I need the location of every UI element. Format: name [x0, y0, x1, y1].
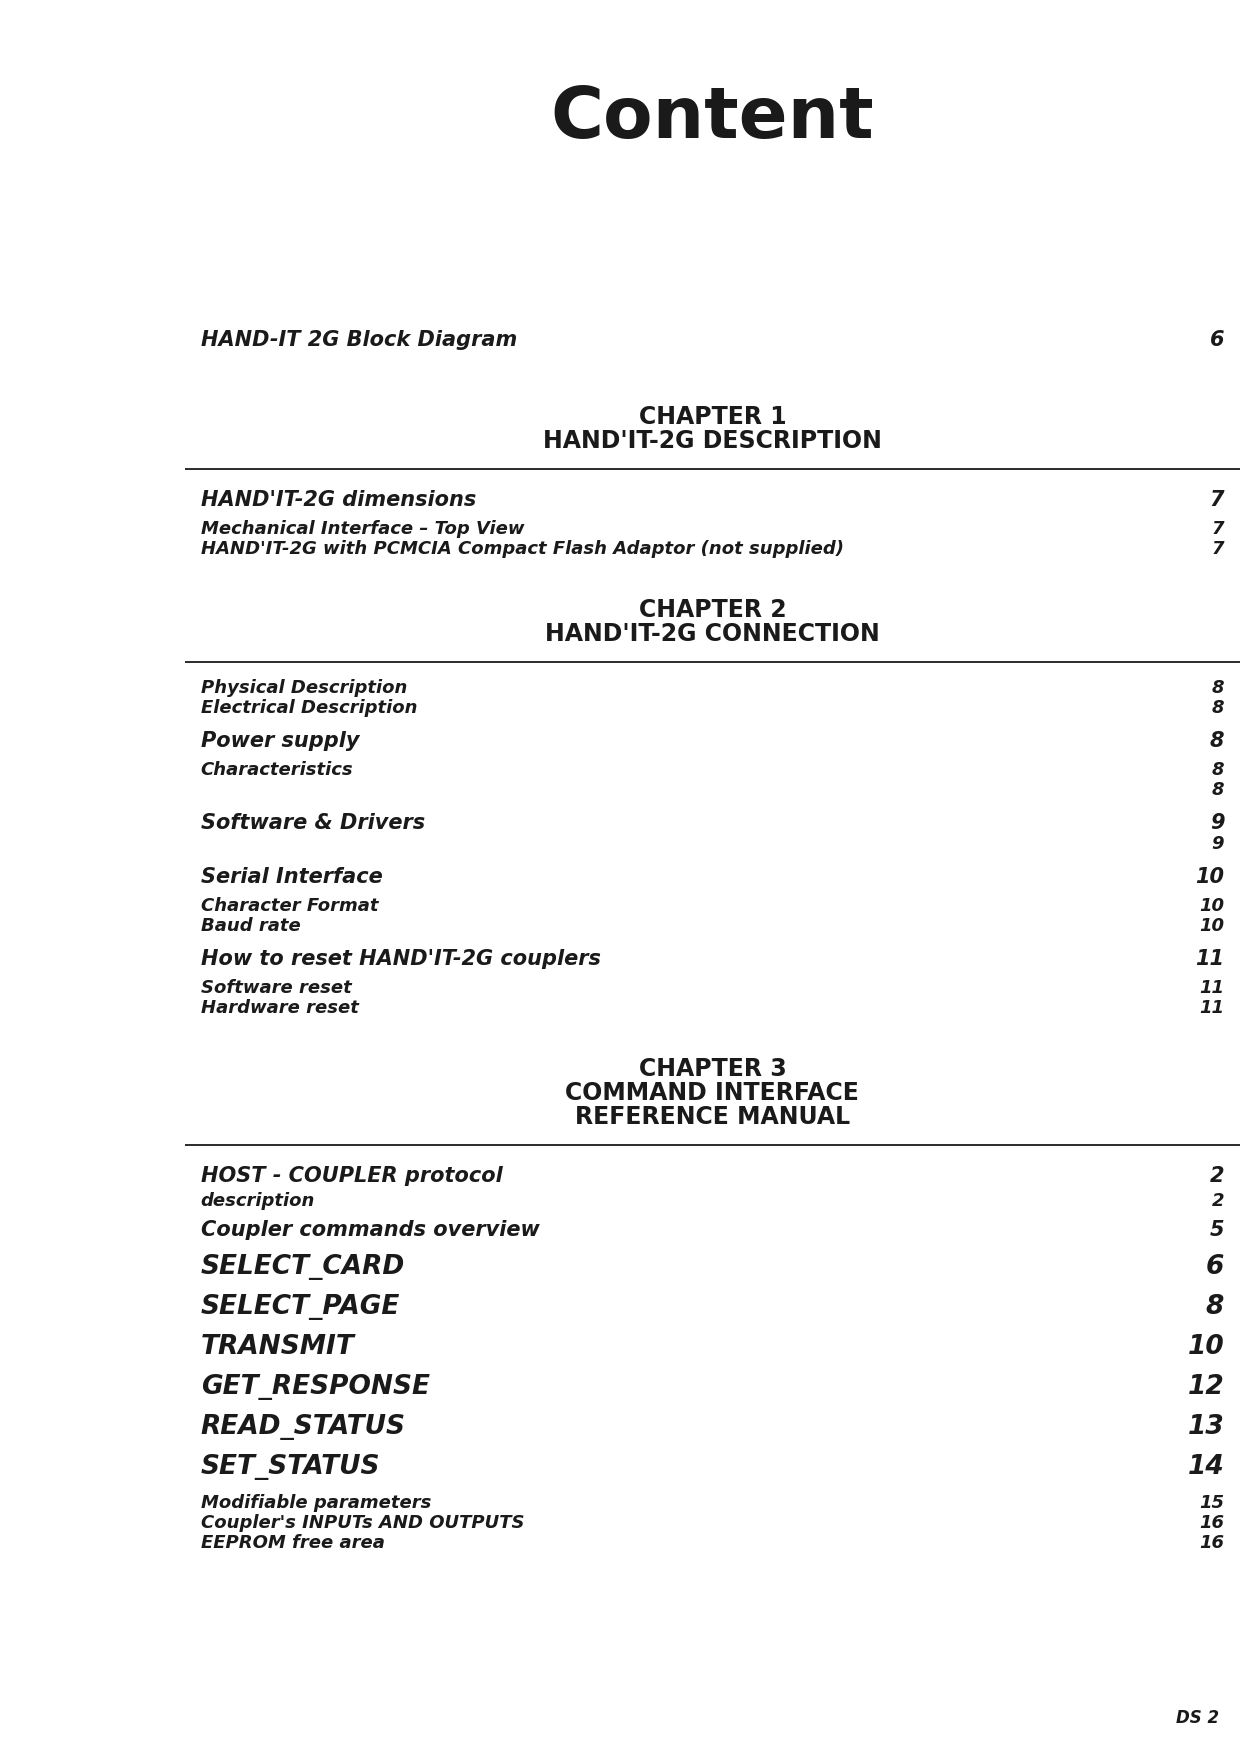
Text: 10: 10: [1199, 918, 1224, 935]
Text: Coupler's INPUTs AND OUTPUTS: Coupler's INPUTs AND OUTPUTS: [201, 1515, 525, 1532]
Text: TRANSMIT: TRANSMIT: [201, 1334, 355, 1360]
Text: COMMAND INTERFACE: COMMAND INTERFACE: [565, 1081, 859, 1106]
Text: 8: 8: [1211, 679, 1224, 697]
Text: description: description: [201, 1192, 315, 1209]
Text: 11: 11: [1199, 979, 1224, 997]
Text: 9: 9: [1210, 813, 1224, 834]
Text: 8: 8: [1211, 781, 1224, 799]
Text: Characteristics: Characteristics: [201, 762, 353, 779]
Text: 10: 10: [1195, 867, 1224, 886]
Text: Software reset: Software reset: [201, 979, 351, 997]
Text: 5: 5: [1210, 1220, 1224, 1241]
Text: Physical Description: Physical Description: [201, 679, 407, 697]
Text: GET_RESPONSE: GET_RESPONSE: [201, 1374, 429, 1400]
Text: Hand'IT-2G - Preliminary Datasheet: Hand'IT-2G - Preliminary Datasheet: [67, 430, 108, 1255]
Text: 10: 10: [1188, 1334, 1224, 1360]
Text: 9: 9: [1211, 835, 1224, 853]
Text: HAND'IT-2G DESCRIPTION: HAND'IT-2G DESCRIPTION: [543, 428, 882, 453]
Text: CHAPTER 1: CHAPTER 1: [639, 405, 786, 428]
Text: DS 2: DS 2: [1176, 1709, 1219, 1727]
Text: Modifiable parameters: Modifiable parameters: [201, 1494, 432, 1513]
Text: 8: 8: [1210, 732, 1224, 751]
Text: SELECT_CARD: SELECT_CARD: [201, 1255, 404, 1279]
Text: 16: 16: [1199, 1534, 1224, 1551]
Text: 2: 2: [1210, 1165, 1224, 1186]
Text: Power supply: Power supply: [201, 732, 360, 751]
Text: HAND'IT-2G with PCMCIA Compact Flash Adaptor (not supplied): HAND'IT-2G with PCMCIA Compact Flash Ada…: [201, 541, 843, 558]
Text: 8: 8: [1205, 1293, 1224, 1320]
Text: CHAPTER 3: CHAPTER 3: [639, 1057, 786, 1081]
Text: Serial Interface: Serial Interface: [201, 867, 382, 886]
Text: 6: 6: [1205, 1255, 1224, 1279]
Text: EEPROM free area: EEPROM free area: [201, 1534, 384, 1551]
Text: HAND'IT-2G dimensions: HAND'IT-2G dimensions: [201, 490, 476, 511]
Text: 11: 11: [1199, 999, 1224, 1016]
Text: 6: 6: [1210, 330, 1224, 349]
Text: 16: 16: [1199, 1515, 1224, 1532]
Text: Software & Drivers: Software & Drivers: [201, 813, 425, 834]
Text: 8: 8: [1211, 762, 1224, 779]
Text: 8: 8: [1211, 698, 1224, 718]
Text: REFERENCE MANUAL: REFERENCE MANUAL: [575, 1106, 849, 1128]
Text: 7: 7: [1211, 519, 1224, 539]
Text: HAND-IT 2G Block Diagram: HAND-IT 2G Block Diagram: [201, 330, 517, 349]
Text: HOST - COUPLER protocol: HOST - COUPLER protocol: [201, 1165, 502, 1186]
Text: Hardware reset: Hardware reset: [201, 999, 358, 1016]
Text: 7: 7: [1210, 490, 1224, 511]
Text: 7: 7: [1211, 541, 1224, 558]
Text: 13: 13: [1188, 1415, 1224, 1441]
Text: Content: Content: [551, 84, 874, 153]
Text: How to reset HAND'IT-2G couplers: How to reset HAND'IT-2G couplers: [201, 949, 600, 969]
Text: Character Format: Character Format: [201, 897, 378, 914]
Text: CHAPTER 2: CHAPTER 2: [639, 598, 786, 621]
Text: Version 1.0: Version 1.0: [31, 1667, 144, 1685]
Text: 10: 10: [1199, 897, 1224, 914]
Text: Baud rate: Baud rate: [201, 918, 300, 935]
Text: 14: 14: [1188, 1453, 1224, 1479]
Text: 2: 2: [1211, 1192, 1224, 1209]
Text: 15: 15: [1199, 1494, 1224, 1513]
Text: Coupler commands overview: Coupler commands overview: [201, 1220, 539, 1241]
Text: SET_STATUS: SET_STATUS: [201, 1453, 381, 1479]
Text: 12: 12: [1188, 1374, 1224, 1400]
Text: READ_STATUS: READ_STATUS: [201, 1415, 405, 1441]
Text: Electrical Description: Electrical Description: [201, 698, 417, 718]
Text: Mechanical Interface – Top View: Mechanical Interface – Top View: [201, 519, 525, 539]
Text: HAND'IT-2G CONNECTION: HAND'IT-2G CONNECTION: [546, 621, 879, 646]
Text: SELECT_PAGE: SELECT_PAGE: [201, 1293, 401, 1320]
Text: 11: 11: [1195, 949, 1224, 969]
